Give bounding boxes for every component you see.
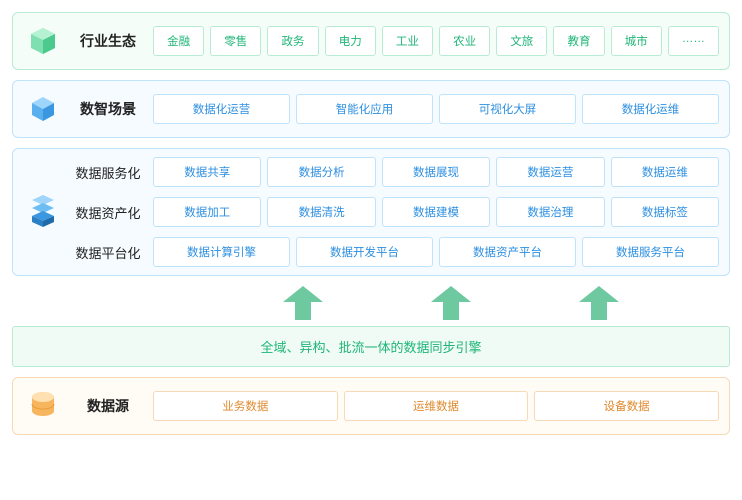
- chip: 政务: [267, 26, 318, 56]
- scenes-chips: 数据化运营智能化应用可视化大屏数据化运维: [153, 94, 719, 124]
- platform-rows: 数据服务化数据共享数据分析数据展现数据运营数据运维数据资产化数据加工数据清洗数据…: [63, 157, 719, 267]
- chip: 数据化运营: [153, 94, 290, 124]
- ecosystem-panel: 行业生态 金融零售政务电力工业农业文旅教育城市……: [12, 12, 730, 70]
- chip: 工业: [382, 26, 433, 56]
- chip: 教育: [553, 26, 604, 56]
- ecosystem-chips: 金融零售政务电力工业农业文旅教育城市……: [153, 26, 719, 56]
- chip: 设备数据: [534, 391, 719, 421]
- arrow-up-icon: [289, 286, 317, 320]
- platform-row-chips: 数据加工数据清洗数据建模数据治理数据标签: [153, 197, 719, 227]
- chip: 城市: [611, 26, 662, 56]
- chip: 智能化应用: [296, 94, 433, 124]
- source-title: 数据源: [63, 396, 153, 416]
- chip: 业务数据: [153, 391, 338, 421]
- platform-row-chips: 数据共享数据分析数据展现数据运营数据运维: [153, 157, 719, 187]
- ecosystem-title: 行业生态: [63, 31, 153, 51]
- chip: 数据运营: [496, 157, 604, 187]
- layers-cube-icon: [23, 192, 63, 232]
- chip: 数据治理: [496, 197, 604, 227]
- chip: 可视化大屏: [439, 94, 576, 124]
- chip: 零售: [210, 26, 261, 56]
- arrow-up-icon: [585, 286, 613, 320]
- platform-row-label: 数据平台化: [63, 243, 153, 262]
- chip: 数据建模: [382, 197, 490, 227]
- chip: 数据运维: [611, 157, 719, 187]
- source-chips: 业务数据运维数据设备数据: [153, 391, 719, 421]
- platform-row: 数据平台化数据计算引擎数据开发平台数据资产平台数据服务平台: [63, 237, 719, 267]
- chip: 数据共享: [153, 157, 261, 187]
- chip: 运维数据: [344, 391, 529, 421]
- chip: 数据服务平台: [582, 237, 719, 267]
- database-icon: [23, 386, 63, 426]
- chip: 金融: [153, 26, 204, 56]
- hexagon-cube-icon: [23, 21, 63, 61]
- chip: 数据化运维: [582, 94, 719, 124]
- chip: 数据清洗: [267, 197, 375, 227]
- chip: 数据加工: [153, 197, 261, 227]
- platform-panel: 数据服务化数据共享数据分析数据展现数据运营数据运维数据资产化数据加工数据清洗数据…: [12, 148, 730, 276]
- chip: 数据展现: [382, 157, 490, 187]
- chip: 文旅: [496, 26, 547, 56]
- platform-row: 数据资产化数据加工数据清洗数据建模数据治理数据标签: [63, 197, 719, 227]
- chip: 数据资产平台: [439, 237, 576, 267]
- platform-row-label: 数据资产化: [63, 203, 153, 222]
- cube-y-icon: [23, 89, 63, 129]
- sync-arrows: [172, 286, 730, 320]
- chip: 数据标签: [611, 197, 719, 227]
- chip: ……: [668, 26, 719, 56]
- platform-row-chips: 数据计算引擎数据开发平台数据资产平台数据服务平台: [153, 237, 719, 267]
- platform-row: 数据服务化数据共享数据分析数据展现数据运营数据运维: [63, 157, 719, 187]
- sync-banner: 全域、异构、批流一体的数据同步引擎: [12, 326, 730, 367]
- chip: 数据计算引擎: [153, 237, 290, 267]
- chip: 电力: [325, 26, 376, 56]
- source-panel: 数据源 业务数据运维数据设备数据: [12, 377, 730, 435]
- platform-row-label: 数据服务化: [63, 163, 153, 182]
- chip: 农业: [439, 26, 490, 56]
- scenes-title: 数智场景: [63, 99, 153, 119]
- arrow-up-icon: [437, 286, 465, 320]
- scenes-panel: 数智场景 数据化运营智能化应用可视化大屏数据化运维: [12, 80, 730, 138]
- chip: 数据分析: [267, 157, 375, 187]
- chip: 数据开发平台: [296, 237, 433, 267]
